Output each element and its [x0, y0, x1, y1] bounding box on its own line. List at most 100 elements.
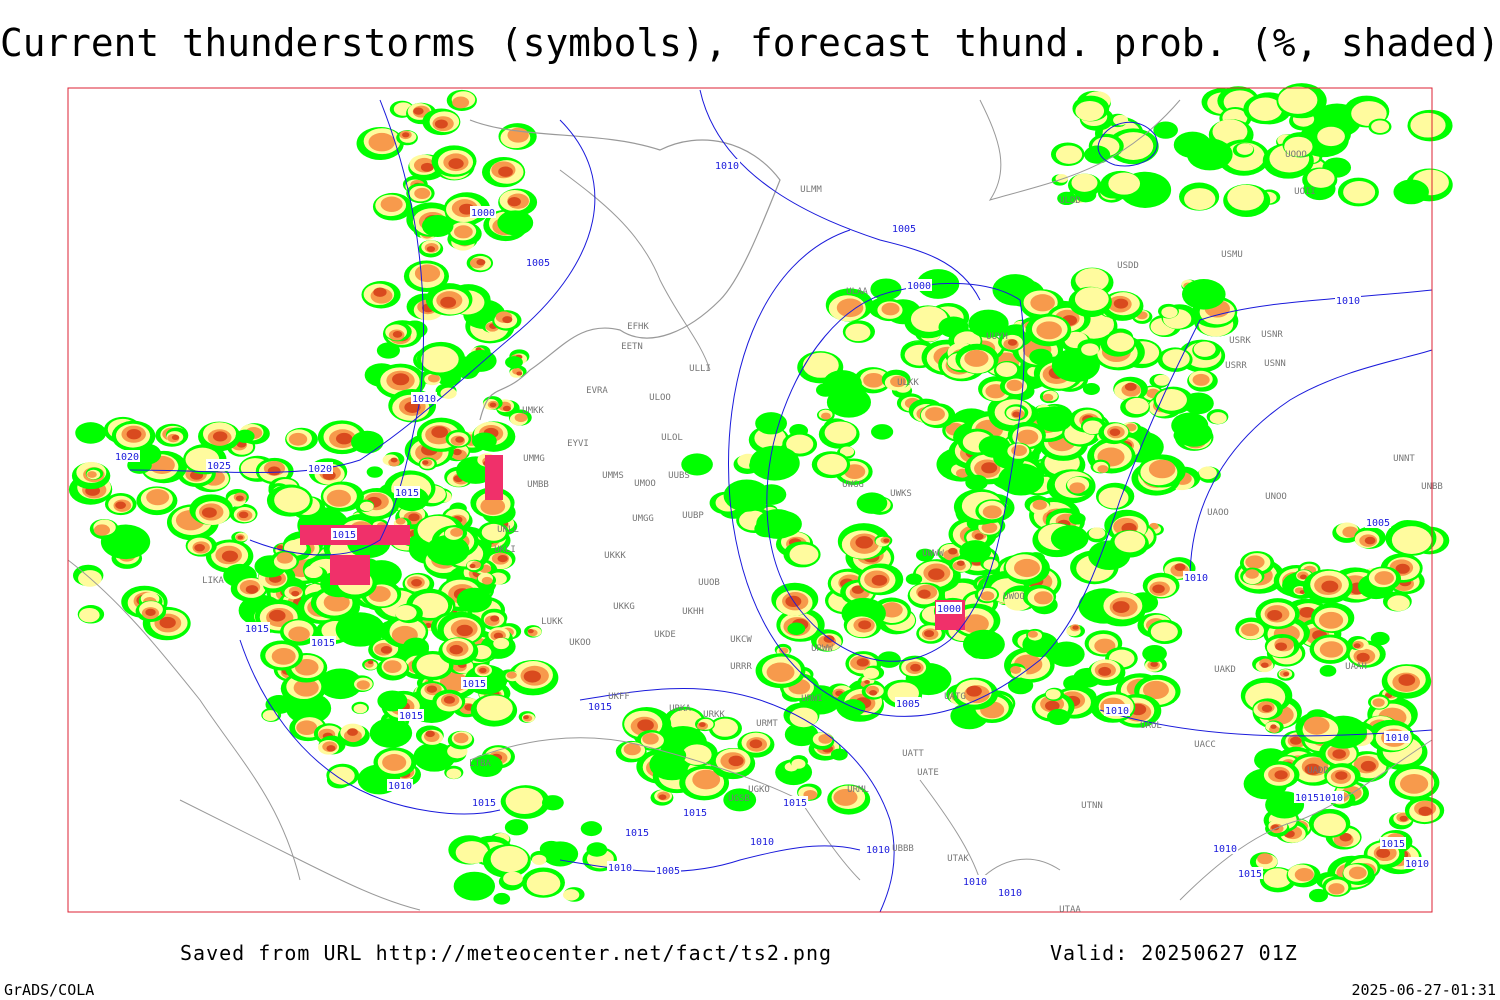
isobar-label-bg — [891, 222, 917, 234]
shade-patch — [1098, 487, 1129, 509]
shade-patch — [1113, 298, 1129, 309]
isobar-label-bg — [1294, 791, 1320, 803]
shade-patch — [1260, 662, 1269, 668]
shade-patch — [1318, 611, 1344, 629]
isobar-label-bg — [470, 206, 496, 218]
station-label: LUKK — [541, 617, 563, 627]
station-label: UKOO — [569, 638, 591, 648]
map-frame — [67, 87, 1433, 913]
shade-patch — [479, 667, 487, 674]
station-label: UKKK — [604, 551, 626, 561]
shade-patch — [1051, 348, 1100, 382]
shade-patch — [159, 616, 176, 629]
shade-patch — [877, 651, 901, 668]
isobar-label: 1005 — [892, 224, 916, 235]
coastline — [1179, 739, 1433, 901]
station-label: UKFF — [608, 692, 630, 702]
shade-patch — [1343, 181, 1376, 204]
shade-patch — [87, 471, 97, 478]
shade-patch — [1319, 664, 1337, 677]
station-label: EYVI — [567, 439, 589, 449]
isobar — [579, 687, 895, 913]
shade-patch — [978, 435, 1011, 458]
station-label: UNNT — [1393, 454, 1415, 464]
station-label: EFHK — [627, 322, 649, 332]
shade-patch — [890, 375, 907, 388]
shade-patch — [377, 690, 408, 712]
shade-patch — [431, 426, 448, 438]
shade-patch — [392, 373, 410, 386]
station-label: LIKA — [202, 576, 224, 586]
shade-patch — [276, 552, 294, 564]
shade-patch — [1418, 806, 1432, 816]
shade-patch — [789, 707, 818, 728]
shade-patch — [469, 563, 476, 569]
shade-patch — [126, 428, 142, 440]
shade-patch — [493, 632, 504, 640]
shade-patch — [269, 609, 286, 622]
shade-patch — [1047, 708, 1071, 726]
station-label: UUOB — [698, 578, 720, 588]
shade-patch — [1257, 853, 1273, 865]
shade-patch — [1155, 389, 1187, 411]
shade-patch — [682, 744, 712, 765]
isobar-label: 1015 — [683, 808, 707, 819]
shade-patch — [981, 522, 998, 534]
station-label: UNBB — [1421, 482, 1443, 492]
shade-patch — [712, 718, 738, 737]
shade-patch — [394, 605, 417, 621]
shade-patch — [749, 739, 763, 749]
shade-patch — [818, 733, 833, 744]
shade-patch — [426, 246, 436, 252]
chart-title: Current thunderstorms (symbols), forecas… — [0, 21, 1500, 65]
shade-patch — [1027, 630, 1038, 638]
shade-patch — [791, 758, 806, 769]
isobar-label: 1000 — [471, 208, 495, 219]
shade-patch — [883, 538, 890, 543]
shade-patch — [516, 371, 523, 376]
shade-patch — [855, 536, 874, 549]
shade-patch — [998, 463, 1045, 496]
station-label: ULKK — [897, 378, 919, 388]
probability-shading — [68, 83, 1453, 905]
station-label: UADD — [1307, 766, 1329, 776]
shade-patch — [981, 462, 998, 474]
shade-patch — [455, 841, 489, 864]
station-label: USRK — [1229, 336, 1251, 346]
station-label: URRR — [730, 662, 752, 672]
shade-patch — [1245, 555, 1265, 569]
isobar-label-bg — [624, 826, 650, 838]
shade-patch — [723, 479, 770, 512]
isobar-label: 1015 — [245, 624, 269, 635]
shade-patch — [347, 728, 358, 736]
station-label: UAOO — [1207, 508, 1229, 518]
isobar — [728, 229, 1433, 717]
shade-patch — [446, 768, 462, 779]
isobar-label: 1010 — [1405, 859, 1429, 870]
station-label: UAOL — [1140, 721, 1162, 731]
shade-patch — [1308, 888, 1328, 903]
isobar-label-bg — [607, 861, 633, 873]
station-label: USDD — [1117, 261, 1139, 271]
shade-patch — [1284, 136, 1313, 157]
shade-patch — [1150, 622, 1178, 642]
shade-patch — [928, 568, 945, 580]
shade-patch — [1248, 97, 1283, 121]
isobar-label-bg — [936, 602, 962, 614]
station-label: UATG — [944, 692, 966, 702]
shade-patch — [820, 412, 831, 420]
shade-patch — [1261, 704, 1273, 713]
shade-patch — [789, 544, 819, 565]
station-label: UOOO — [1285, 150, 1307, 160]
station-label: UWKS — [890, 489, 912, 499]
shade-patch — [881, 302, 900, 316]
isobar-label-bg — [1212, 842, 1238, 854]
isobar-label-bg — [997, 886, 1023, 898]
isobar — [1097, 121, 1158, 167]
shade-patch — [1212, 119, 1248, 144]
shade-patch — [1294, 868, 1314, 882]
station-label: UNOO — [1265, 492, 1287, 502]
shade-patch — [523, 715, 529, 720]
shade-patch — [245, 585, 259, 594]
shade-patch — [480, 497, 506, 515]
